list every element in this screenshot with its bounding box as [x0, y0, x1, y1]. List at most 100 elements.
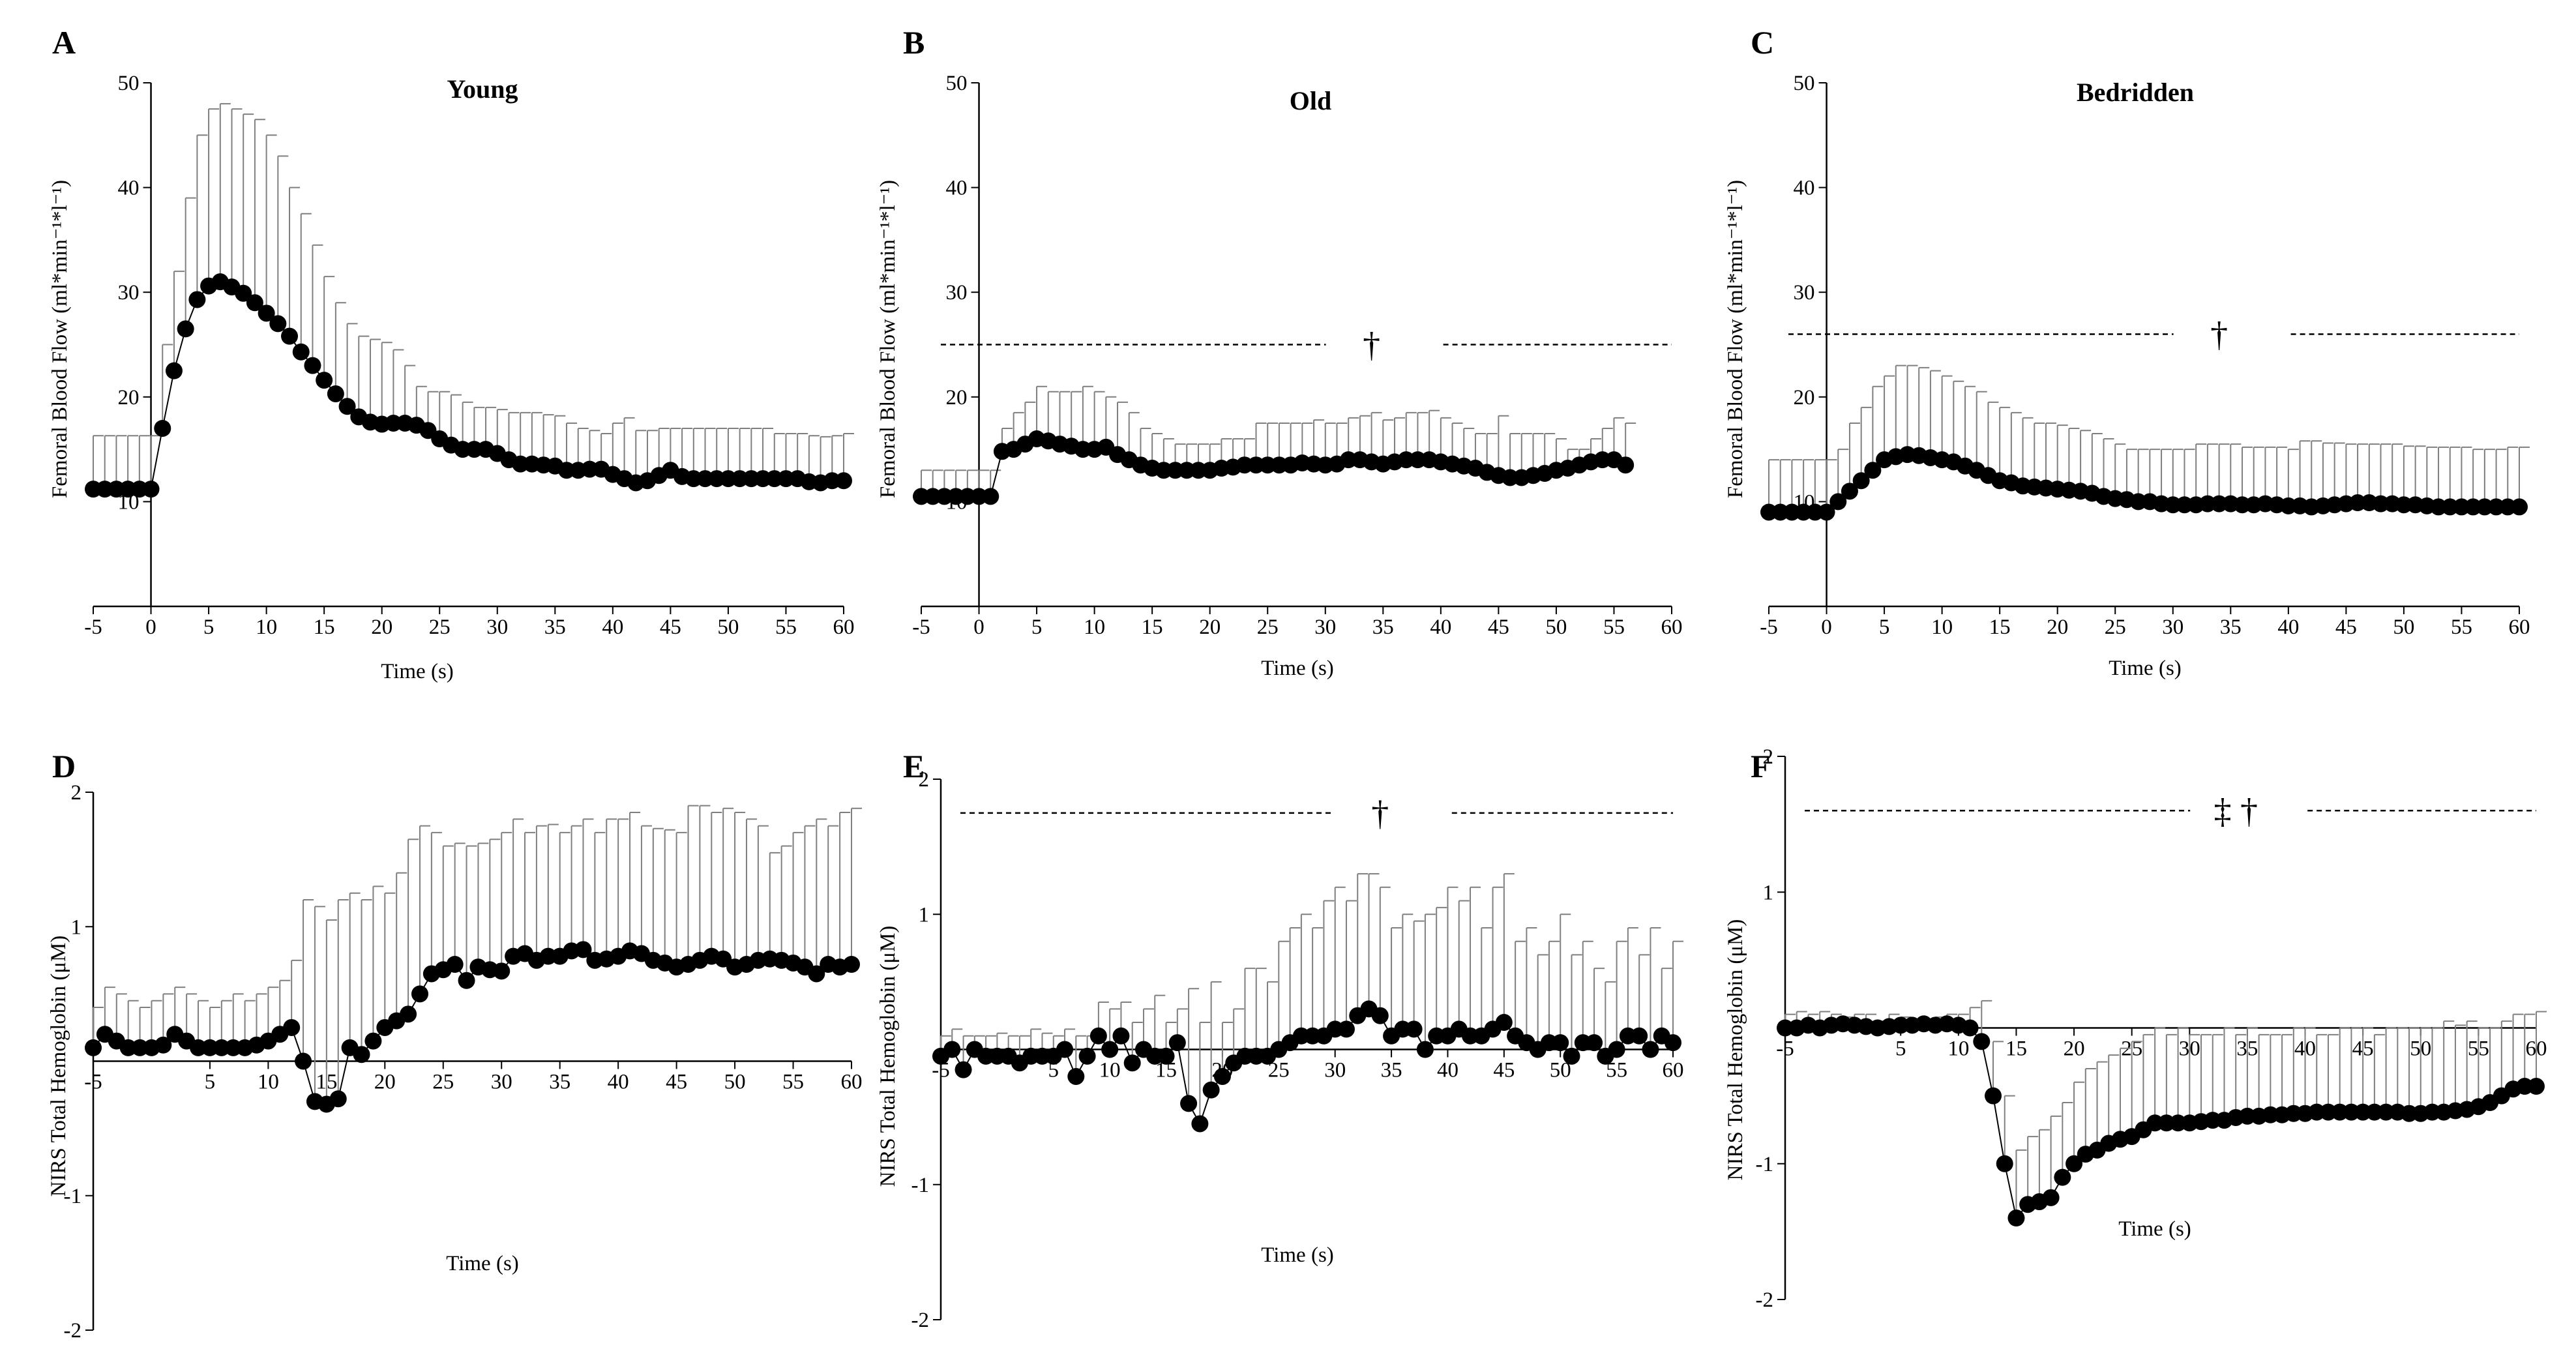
- panel-f: F Time (s) NIRS Total Hemoglobin (μM) -5…: [1724, 745, 2547, 1312]
- data-point-c: [1841, 483, 1858, 500]
- data-point-a: [177, 320, 194, 338]
- data-point-f: [1985, 1087, 2002, 1105]
- panel-letter-c: C: [1751, 24, 1774, 61]
- data-point-e: [1405, 1020, 1423, 1038]
- x-tick-label-a: 15: [314, 616, 335, 639]
- x-axis-label-d: Time (s): [446, 1252, 519, 1275]
- data-point-d: [213, 1039, 230, 1056]
- y-tick-label-c: 50: [1794, 72, 1815, 95]
- x-tick-label-b: 10: [1084, 616, 1105, 639]
- data-point-f: [1996, 1155, 2013, 1172]
- data-point-e: [1337, 1020, 1355, 1038]
- data-point-f: [2528, 1078, 2545, 1095]
- data-point-d: [446, 956, 464, 973]
- data-point-e: [1078, 1047, 1096, 1065]
- data-point-d: [539, 947, 557, 965]
- x-tick-label-d: 40: [608, 1071, 629, 1094]
- data-point-e: [955, 1061, 972, 1078]
- data-point-a: [258, 304, 275, 322]
- y-axis-label-d: NIRS Total Hemoglobin (μM): [47, 936, 70, 1197]
- x-tick-label-c: 0: [1821, 616, 1832, 639]
- data-point-d: [574, 941, 592, 958]
- x-tick-label-d: 55: [782, 1071, 804, 1094]
- x-tick-label-a: 60: [833, 616, 855, 639]
- data-point-d: [224, 1039, 242, 1056]
- data-point-d: [458, 972, 475, 989]
- y-axis-label-f: NIRS Total Hemoglobin (μM): [1724, 919, 1747, 1181]
- x-tick-label-e: 35: [1381, 1059, 1402, 1082]
- data-point-a: [165, 362, 183, 379]
- chart-title-c: Bedridden: [2077, 78, 2194, 107]
- x-tick-label-e: 30: [1324, 1059, 1346, 1082]
- x-tick-label-a: -5: [84, 616, 102, 639]
- x-tick-label-f: -5: [1776, 1037, 1794, 1061]
- x-tick-label-d: 45: [666, 1071, 687, 1094]
- x-tick-label-a: 25: [429, 616, 451, 639]
- series-line-a: [93, 281, 844, 490]
- data-point-e: [1089, 1027, 1107, 1045]
- x-tick-label-e: 5: [1048, 1059, 1059, 1082]
- y-axis-label-c: Femoral Blood Flow (ml*min⁻¹*l⁻¹): [1724, 180, 1747, 498]
- data-point-d: [119, 1039, 137, 1056]
- x-tick-label-d: -5: [84, 1071, 102, 1094]
- panel-letter-f: F: [1751, 748, 1771, 784]
- significance-symbol-f: ‡ †: [2213, 791, 2258, 830]
- data-point-d: [295, 1052, 312, 1070]
- data-point-e: [1642, 1041, 1659, 1058]
- data-point-a: [281, 327, 299, 345]
- data-point-d: [155, 1036, 172, 1054]
- data-point-a: [835, 472, 852, 490]
- data-point-d: [493, 962, 511, 980]
- x-tick-label-c: 10: [1931, 616, 1953, 639]
- data-point-d: [329, 1090, 347, 1108]
- x-tick-label-a: 45: [660, 616, 681, 639]
- x-axis-label-f: Time (s): [2118, 1217, 2191, 1241]
- data-point-e: [1416, 1041, 1434, 1058]
- y-tick-label-a: 20: [118, 386, 140, 409]
- x-tick-label-c: -5: [1760, 616, 1778, 639]
- x-axis-label-b: Time (s): [1261, 657, 1334, 680]
- data-point-f: [2065, 1155, 2083, 1172]
- panel-d: D Time (s) NIRS Total Hemoglobin (μM) -5…: [47, 748, 863, 1343]
- x-tick-label-d: 25: [432, 1071, 454, 1094]
- x-tick-label-f: 20: [2064, 1037, 2085, 1061]
- y-tick-label-f: 2: [1763, 745, 1774, 769]
- y-axis-label-a: Femoral Blood Flow (ml*min⁻¹*l⁻¹): [48, 180, 72, 498]
- x-tick-label-d: 30: [491, 1071, 512, 1094]
- x-tick-label-e: 40: [1437, 1059, 1458, 1082]
- significance-symbol-b: †: [1363, 325, 1380, 364]
- panel-letter-a: A: [52, 24, 76, 61]
- x-tick-label-e: 45: [1493, 1059, 1515, 1082]
- data-point-e: [1056, 1041, 1074, 1058]
- x-tick-label-e: 10: [1099, 1059, 1121, 1082]
- y-tick-label-b: 20: [946, 386, 968, 409]
- x-tick-label-b: 25: [1257, 616, 1279, 639]
- data-point-a: [338, 398, 356, 415]
- x-tick-label-b: 60: [1661, 616, 1683, 639]
- y-tick-label-c: 30: [1794, 281, 1815, 304]
- data-point-e: [1168, 1034, 1186, 1052]
- data-point-a: [327, 385, 344, 402]
- y-tick-label-b: 50: [946, 72, 968, 95]
- data-point-d: [283, 1018, 301, 1036]
- x-tick-label-f: 15: [2006, 1037, 2027, 1061]
- data-point-d: [190, 1039, 207, 1056]
- data-point-e: [1123, 1054, 1141, 1072]
- x-tick-label-b: 5: [1031, 616, 1043, 639]
- chart-title-a: Young: [447, 74, 518, 104]
- data-point-a: [316, 372, 333, 389]
- data-point-a: [246, 294, 263, 312]
- data-point-c: [1864, 462, 1882, 479]
- panel-e: E Time (s) NIRS Total Hemoglobin (μM) -5…: [876, 748, 1684, 1332]
- y-axis-label-e: NIRS Total Hemoglobin (μM): [876, 926, 900, 1187]
- x-tick-label-d: 5: [205, 1071, 216, 1094]
- panel-b: B Old Time (s) Femoral Blood Flow (ml*mi…: [876, 24, 1683, 680]
- data-point-a: [154, 419, 171, 437]
- panel-letter-d: D: [52, 748, 76, 784]
- data-point-e: [1191, 1115, 1209, 1133]
- data-point-a: [235, 284, 252, 302]
- data-point-d: [808, 965, 825, 983]
- data-point-e: [1180, 1095, 1198, 1112]
- data-point-e: [1608, 1041, 1625, 1058]
